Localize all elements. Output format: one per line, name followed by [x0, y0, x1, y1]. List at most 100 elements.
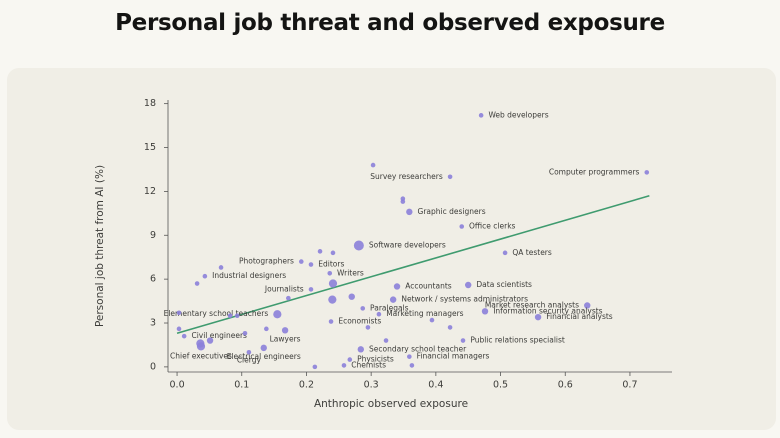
point-label: Marketing managers: [386, 309, 463, 318]
x-tick-label: 0.1: [234, 380, 249, 391]
point: [312, 364, 318, 370]
point: [281, 327, 289, 334]
point: [447, 174, 453, 180]
point-label: Data scientists: [476, 280, 532, 289]
x-tick-label: 0.2: [299, 380, 314, 391]
y-tick-label: 15: [144, 142, 156, 153]
trend-line: [176, 195, 650, 335]
point: [202, 273, 208, 279]
chart-card: [7, 68, 776, 430]
point-label: Chemists: [351, 360, 386, 369]
point-label: Web developers: [488, 110, 548, 119]
x-tick-label: 0.3: [364, 380, 379, 391]
point: [481, 308, 489, 315]
point: [365, 325, 371, 330]
point: [308, 287, 314, 292]
point-label: Civil engineers: [191, 331, 247, 340]
point-label: Graphic designers: [418, 207, 486, 216]
point: [360, 306, 366, 311]
chart-title: Personal job threat and observed exposur…: [115, 10, 665, 36]
point-label: Software developers: [369, 241, 446, 250]
point-label: Office clerks: [469, 221, 516, 230]
point-label: Clergy: [237, 356, 262, 365]
point-label: Photographers: [239, 257, 294, 266]
point: [328, 319, 334, 324]
point: [286, 295, 291, 301]
x-tick-label: 0.7: [622, 380, 637, 391]
point-label: Writers: [337, 268, 364, 277]
point: [353, 240, 364, 251]
point: [176, 310, 182, 316]
point-label: Accountants: [405, 281, 452, 290]
y-tick-label: 18: [144, 98, 156, 109]
x-tick-label: 0.6: [558, 380, 573, 391]
point: [328, 279, 338, 288]
x-tick-label: 0.4: [428, 380, 443, 391]
point: [429, 317, 435, 323]
point-label: Network / systems administrators: [401, 295, 528, 304]
point: [196, 339, 205, 348]
point: [478, 113, 484, 118]
point: [260, 344, 267, 352]
x-tick-label: 0.5: [493, 380, 508, 391]
y-tick-label: 12: [144, 186, 156, 197]
point: [308, 262, 314, 267]
point-label: Public relations specialist: [470, 336, 565, 345]
point-label: Physicists: [357, 355, 394, 364]
point-label: Electrical engineers: [227, 352, 301, 361]
x-axis-title: Anthropic observed exposure: [314, 398, 468, 410]
point-label: Financial analysts: [546, 312, 613, 321]
point-label: Survey researchers: [370, 172, 443, 181]
point: [227, 313, 233, 318]
point: [447, 325, 453, 330]
point: [534, 313, 542, 321]
point-label: QA testers: [512, 248, 552, 257]
y-tick-label: 0: [150, 361, 156, 372]
point: [409, 363, 415, 368]
point: [264, 326, 269, 332]
point-label: Economists: [338, 317, 381, 326]
point: [218, 265, 224, 270]
point-label: Lawyers: [270, 335, 301, 344]
point: [317, 249, 323, 254]
y-tick-label: 9: [150, 230, 156, 241]
point-label: Chief executives: [170, 352, 232, 361]
y-axis-title: Personal job threat from AI (%): [94, 165, 106, 327]
point: [246, 349, 252, 355]
point: [176, 326, 182, 332]
point: [376, 311, 382, 317]
point-label: Editors: [318, 260, 344, 269]
point-label: Market research analysts: [485, 300, 579, 309]
point: [348, 293, 355, 300]
point: [370, 162, 376, 168]
point: [206, 337, 214, 344]
point: [328, 295, 337, 304]
point-label: Financial managers: [417, 352, 490, 361]
point-label: Journalists: [264, 284, 304, 293]
point: [347, 357, 353, 362]
point: [242, 330, 248, 336]
point: [194, 281, 200, 286]
point: [327, 270, 333, 276]
point: [383, 338, 389, 343]
point: [357, 346, 365, 353]
point: [389, 296, 397, 303]
point-label: Secondary school teacher: [369, 344, 467, 353]
point-label: Elementary school teachers: [164, 309, 269, 318]
point: [273, 310, 282, 319]
point: [644, 170, 650, 175]
point: [298, 259, 304, 264]
point: [460, 338, 466, 343]
point: [465, 281, 472, 289]
point: [400, 196, 406, 202]
point: [459, 224, 465, 229]
point-label: Computer programmers: [549, 167, 640, 176]
point: [330, 250, 336, 256]
point: [407, 354, 412, 359]
y-tick-label: 6: [150, 274, 156, 285]
y-tick-label: 3: [150, 318, 156, 329]
point: [393, 283, 401, 290]
x-tick-label: 0.0: [170, 380, 185, 391]
